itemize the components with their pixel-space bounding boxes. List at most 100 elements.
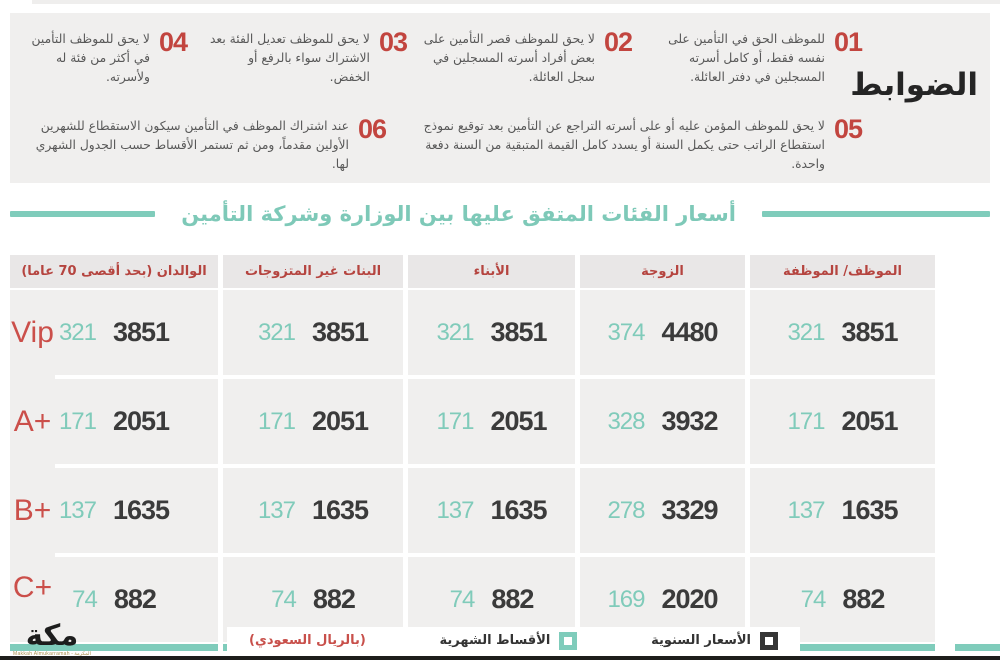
price-cell: 171 2051 xyxy=(223,379,403,464)
currency-note: (بالريال السعودي) xyxy=(249,633,366,648)
decorative-line-right xyxy=(762,211,990,217)
annual-swatch-icon xyxy=(760,631,778,650)
annual-premium: 2020 xyxy=(661,584,718,614)
logo-caption: المكرمة - Makkah Almukarramah xyxy=(13,651,91,658)
monthly-premium: 137 xyxy=(257,496,296,524)
monthly-premium: 137 xyxy=(787,496,825,524)
price-cell: 321 3851 xyxy=(750,290,935,375)
annual-premium: 2051 xyxy=(112,406,170,436)
legend-item-monthly: الأقساط الشهرية xyxy=(439,631,578,650)
row-label-a: +A xyxy=(13,404,52,438)
row-label-vip: Vip xyxy=(11,315,54,349)
legend-annual-label: الأسعار السنوية xyxy=(651,633,751,648)
monthly-swatch-icon xyxy=(559,631,578,650)
rule-item-03: 03 لا يحق للموظف تعديل الفئة بعد الاشترا… xyxy=(205,27,408,87)
table-row: 321 3851 374 4480 321 3851 321 3851 321 3851 xyxy=(10,290,1000,375)
accent-bar-segment xyxy=(955,644,1000,651)
accent-bar-segment xyxy=(10,644,218,651)
bottom-edge-bar xyxy=(0,656,1000,660)
annual-premium: 4480 xyxy=(661,317,718,347)
rule-number: 04 xyxy=(158,27,188,57)
accent-bar-segment xyxy=(750,644,935,651)
price-cell: 137 1635 xyxy=(223,468,403,553)
price-cell: 328 3932 xyxy=(580,379,745,464)
rule-text: لا يحق للموظف تعديل الفئة بعد الاشتراك س… xyxy=(209,32,370,85)
monthly-premium: 74 xyxy=(271,585,297,613)
logo-name: مكة xyxy=(25,618,79,652)
controls-title: الضوابط xyxy=(850,67,978,103)
makkah-newspaper-logo: مكة المكرمة - Makkah Almukarramah xyxy=(8,618,96,658)
annual-premium: 1635 xyxy=(841,495,898,525)
rule-number: 05 xyxy=(833,114,863,144)
table-header-row: الموظف/ الموظفة الزوجة الأبناء البنات غي… xyxy=(10,255,1000,288)
annual-premium: 1635 xyxy=(112,495,170,525)
rule-number: 03 xyxy=(378,27,408,57)
legend-monthly-label: الأقساط الشهرية xyxy=(439,633,551,648)
column-header-wife: الزوجة xyxy=(580,255,745,288)
annual-premium: 3932 xyxy=(661,406,718,436)
legend: الأسعار السنوية الأقساط الشهرية (بالريال… xyxy=(227,627,800,654)
annual-premium: 3851 xyxy=(112,317,170,347)
rule-item-06: 06 عند اشتراك الموظف في التأمين سيكون ال… xyxy=(34,114,387,174)
price-cell: 171 2051 xyxy=(408,379,575,464)
monthly-premium: 74 xyxy=(72,585,98,613)
price-cell: 374 4480 xyxy=(580,290,745,375)
monthly-premium: 171 xyxy=(787,407,825,435)
row-spacer xyxy=(935,468,1000,553)
column-header-employee: الموظف/ الموظفة xyxy=(750,255,935,288)
annual-premium: 3851 xyxy=(841,317,898,347)
annual-premium: 2051 xyxy=(841,406,898,436)
table-row: 171 2051 328 3932 171 2051 171 2051 171 2051 xyxy=(10,379,1000,464)
table-body: 321 3851 374 4480 321 3851 321 3851 321 3851 171 20… xyxy=(10,290,1000,651)
decorative-line-left xyxy=(10,211,156,217)
price-cell: 137 1635 xyxy=(408,468,575,553)
annual-premium: 882 xyxy=(842,584,885,614)
monthly-premium: 171 xyxy=(257,407,296,435)
monthly-premium: 137 xyxy=(58,496,97,524)
monthly-premium: 321 xyxy=(787,318,825,346)
annual-premium: 3851 xyxy=(311,317,369,347)
price-cell: 278 3329 xyxy=(580,468,745,553)
legend-item-annual: الأسعار السنوية xyxy=(651,631,778,650)
monthly-premium: 278 xyxy=(607,496,645,524)
column-header-parents: الوالدان (بحد أقصى 70 عاما) xyxy=(10,255,218,288)
monthly-premium: 171 xyxy=(58,407,97,435)
rule-item-01: 01 للموظف الحق في التأمين على نفسه فقط، … xyxy=(638,27,863,87)
row-spacer xyxy=(935,290,1000,375)
column-header-unmarried-daughters: البنات غير المتزوجات xyxy=(223,255,403,288)
annual-premium: 882 xyxy=(491,584,534,614)
annual-premium: 882 xyxy=(312,584,356,614)
rule-number: 06 xyxy=(357,114,387,144)
monthly-premium: 171 xyxy=(436,407,474,435)
annual-premium: 882 xyxy=(113,584,157,614)
annual-premium: 3851 xyxy=(490,317,547,347)
monthly-premium: 137 xyxy=(436,496,474,524)
controls-panel: الضوابط 01 للموظف الحق في التأمين على نف… xyxy=(10,13,990,183)
rule-text: لا يحق للموظف المؤمن عليه أو على أسرته ا… xyxy=(423,119,825,172)
top-edge-sliver xyxy=(32,0,1000,4)
rule-item-04: 04 لا يحق للموظف التأمين في أكثر من فئة … xyxy=(19,27,188,87)
rule-item-05: 05 لا يحق للموظف المؤمن عليه أو على أسرت… xyxy=(394,114,863,174)
price-cell: 137 1635 xyxy=(750,468,935,553)
row-spacer xyxy=(935,557,1000,642)
monthly-premium: 374 xyxy=(607,318,645,346)
section-title-band: أسعار الفئات المتفق عليها بين الوزارة وش… xyxy=(10,197,990,231)
rule-number: 01 xyxy=(833,27,863,57)
header-spacer xyxy=(935,255,1000,288)
monthly-premium: 74 xyxy=(449,585,476,613)
row-label-strip: Vip +A +B +C xyxy=(10,290,55,618)
section-title: أسعار الفئات المتفق عليها بين الوزارة وش… xyxy=(181,202,736,226)
rule-number: 02 xyxy=(603,27,633,57)
rule-text: لا يحق للموظف التأمين في أكثر من فئة له … xyxy=(31,32,150,85)
row-label-b: +B xyxy=(13,493,52,527)
annual-premium: 2051 xyxy=(311,406,369,436)
price-cell: 321 3851 xyxy=(223,290,403,375)
annual-premium: 3329 xyxy=(661,495,718,525)
monthly-premium: 328 xyxy=(607,407,645,435)
row-spacer xyxy=(935,379,1000,464)
monthly-premium: 321 xyxy=(257,318,296,346)
price-cell: 321 3851 xyxy=(408,290,575,375)
table-row: 137 1635 278 3329 137 1635 137 1635 137 1635 xyxy=(10,468,1000,553)
price-cell: 171 2051 xyxy=(750,379,935,464)
price-cell: 74 882 xyxy=(750,557,935,642)
